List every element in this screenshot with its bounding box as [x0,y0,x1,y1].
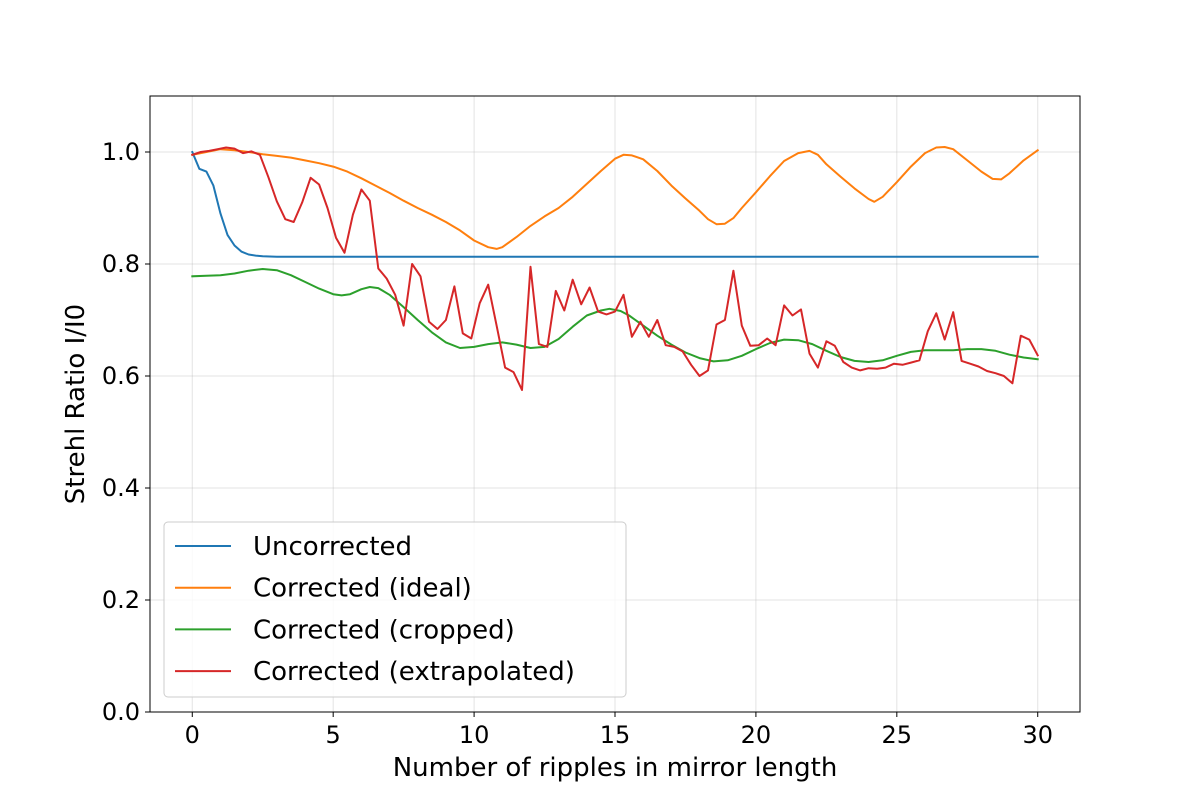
y-tick-label: 0.2 [102,586,140,614]
y-tick-label: 1.0 [102,138,140,166]
data-lines [190,146,1040,391]
series-line-corrected-cropped [191,268,1039,363]
x-tick-label: 25 [882,721,913,749]
legend-label-uncorrected: Uncorrected [253,532,412,562]
legend-label-corrected-ideal: Corrected (ideal) [253,574,472,604]
x-tick-label: 15 [600,721,631,749]
y-tick-label: 0.8 [102,250,140,278]
series-line-corrected-ideal [191,146,1040,250]
y-tick-label: 0.4 [102,474,140,502]
series-line-corrected-extrapolated [191,146,1040,391]
y-tick-label: 0.0 [102,698,140,726]
legend-label-corrected-cropped: Corrected (cropped) [253,615,515,645]
x-tick-label: 10 [459,721,490,749]
x-tick-label: 5 [326,721,341,749]
axis-ticks: 0 5 10 15 20 25 30 0.0 0.2 0.4 0.6 0.8 1.0 [102,138,1053,749]
x-tick-label: 20 [741,721,772,749]
y-axis-label: Strehl Ratio I/I0 [61,304,91,504]
legend: Uncorrected Corrected (ideal) Corrected (c… [163,521,627,698]
x-tick-label: 30 [1022,721,1053,749]
x-axis-label: Number of ripples in mirror length [393,753,838,783]
legend-box [163,521,627,698]
y-tick-label: 0.6 [102,362,140,390]
series-line-uncorrected [190,150,1039,258]
x-tick-label: 0 [185,721,200,749]
legend-label-corrected-extrapolated: Corrected (extrapolated) [253,657,575,687]
